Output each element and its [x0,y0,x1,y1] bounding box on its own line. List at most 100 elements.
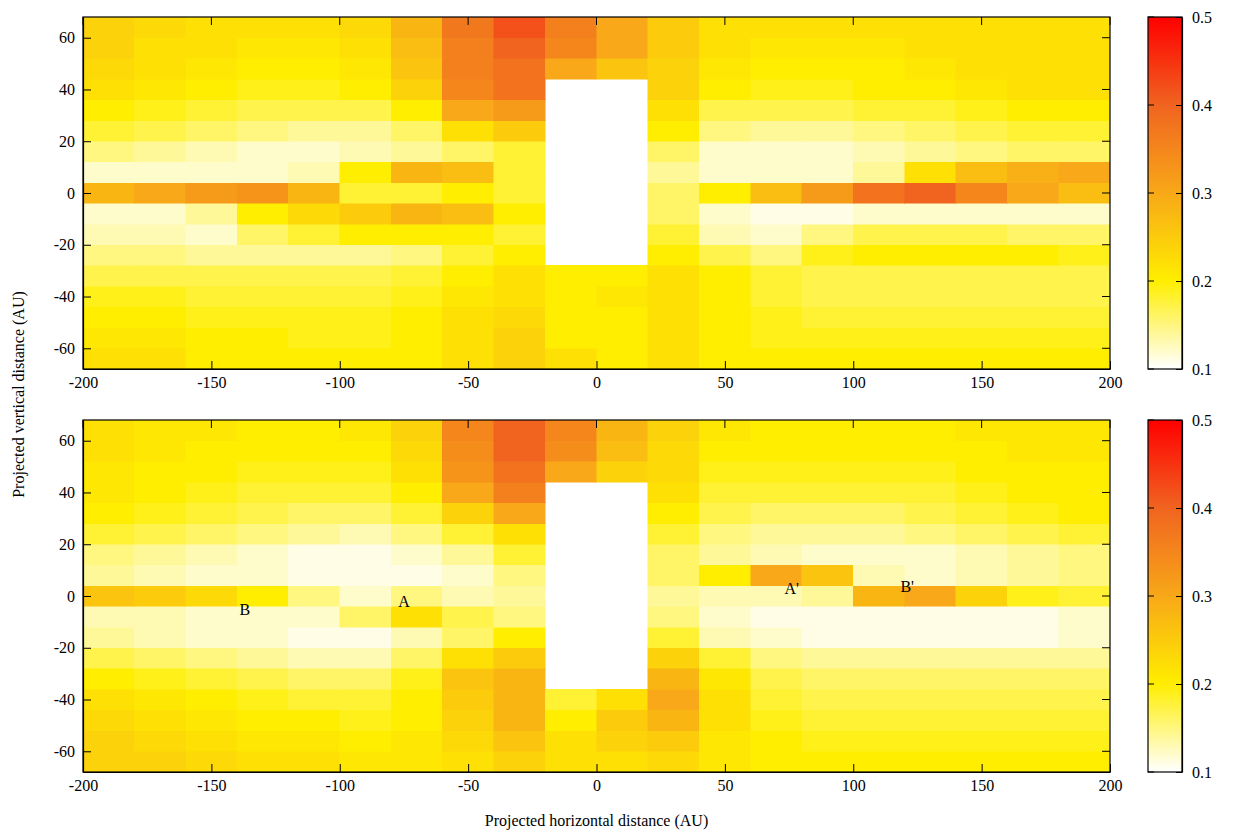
heatmap-cell [494,565,545,586]
heatmap-cell [905,524,956,545]
heatmap-cell [442,461,493,482]
heatmap-cell [186,224,237,245]
heatmap-cell [751,668,802,689]
x-tick: -50 [458,361,479,391]
heatmap-cell [391,544,442,565]
heatmap-cell [494,420,545,441]
heatmap-cell [134,307,185,328]
heatmap-cell [648,420,699,441]
heatmap-cell [83,265,134,286]
heatmap-cell [1007,565,1058,586]
heatmap-cell [237,482,288,503]
heatmap-cell [597,441,648,462]
heatmap-cell [1059,203,1110,224]
heatmap-cell [186,203,237,224]
heatmap-cell [494,524,545,545]
axis-line [84,772,1111,773]
heatmap-cell [340,245,391,266]
heatmap-cell [186,307,237,328]
heatmap-cell [442,544,493,565]
heatmap-cell [134,100,185,121]
heatmap-cell [956,668,1007,689]
heatmap-cell [134,121,185,142]
x-tick-label: -150 [197,777,226,794]
heatmap-cell [751,203,802,224]
x-tick-mirror [83,17,84,25]
heatmap-cell [1059,441,1110,462]
heatmap-cell [494,731,545,752]
y-tick: -20 [54,639,91,656]
heatmap-cell [751,162,802,183]
heatmap-cell [83,38,134,59]
heatmap-cell [1007,328,1058,349]
heatmap-cell [699,100,750,121]
heatmap-cell [699,79,750,100]
y-tick-mark [83,245,91,246]
heatmap-cell [186,348,237,369]
heatmap-cell [751,689,802,710]
x-tick-mark [982,361,983,369]
heatmap-cell [545,38,596,59]
heatmap-cell [699,586,750,607]
heatmap-cell [751,286,802,307]
heatmap-cell [802,689,853,710]
heatmap-cell [853,710,904,731]
heatmap-cell [853,524,904,545]
heatmap-cell [340,79,391,100]
heatmap-cell [391,307,442,328]
heatmap-cell [853,286,904,307]
heatmap-cell [391,183,442,204]
heatmap-cell [853,121,904,142]
heatmap-cell [956,58,1007,79]
heatmap-cell [802,565,853,586]
heatmap-cell [288,710,339,731]
heatmap-cell [340,461,391,482]
heatmap-cell [391,503,442,524]
heatmap-cell [1059,38,1110,59]
heatmap-cell [186,162,237,183]
heatmap-cell [956,245,1007,266]
heatmap-cell [853,751,904,772]
colorbar-tick-label: 0.4 [1192,500,1212,517]
heatmap-cell [802,627,853,648]
heatmap-cell [134,606,185,627]
heatmap-cell [134,224,185,245]
heatmap-cell [699,482,750,503]
heatmap-cell [1059,648,1110,669]
heatmap-cell [751,348,802,369]
heatmap-cell [1007,606,1058,627]
heatmap-cell [1059,286,1110,307]
heatmap-cell [340,183,391,204]
heatmap-cell [1007,245,1058,266]
heatmap-cell [288,348,339,369]
heatmap-cell [1059,627,1110,648]
heatmap-cell [802,307,853,328]
heatmap-cell [699,141,750,162]
heatmap-cell [853,544,904,565]
heatmap-cell [648,162,699,183]
heatmap-cell [1059,689,1110,710]
annotation: B' [900,578,914,595]
heatmap-cell [237,710,288,731]
colorbar-axis: 0.10.20.30.40.5 [1176,9,1212,378]
y-tick-label: 20 [59,133,75,150]
heatmap-cell [648,203,699,224]
heatmap-cell [494,482,545,503]
heatmap-cell [1059,348,1110,369]
cells [83,420,1110,772]
x-tick-mirror [853,420,854,428]
heatmap-cell [186,524,237,545]
plot-frame [83,17,1110,369]
heatmap-cell [699,224,750,245]
heatmap-cell [1059,183,1110,204]
heatmap-cell [442,689,493,710]
heatmap-cell [956,141,1007,162]
heatmap-cell [391,648,442,669]
heatmap-cell [802,544,853,565]
heatmap-cell [1007,668,1058,689]
heatmap-cell [1007,265,1058,286]
heatmap-cell [340,38,391,59]
heatmap-cell [391,224,442,245]
heatmap-cell [83,348,134,369]
heatmap-cell [83,627,134,648]
